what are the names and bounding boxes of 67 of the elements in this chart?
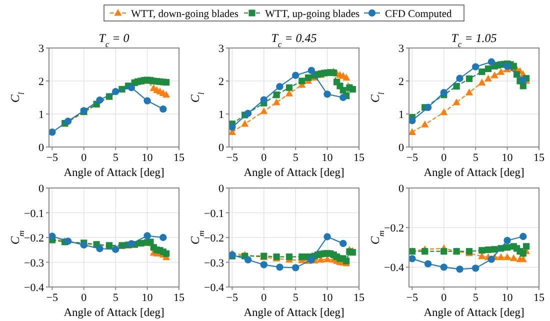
y-tick-label: 3 <box>38 43 44 55</box>
x-tick-label: 15 <box>534 152 545 164</box>
x-tick-label: 10 <box>502 152 514 164</box>
x-tick-label: 0 <box>261 292 268 304</box>
x-tick-label: −5 <box>226 292 239 304</box>
y-tick-label: 2 <box>38 76 44 88</box>
x-axis-title: Angle of Attack [deg] <box>244 167 344 179</box>
y-tick-label: 1 <box>218 109 224 121</box>
y-tick-label: −0.2 <box>24 232 44 244</box>
x-tick-label: 15 <box>354 292 365 304</box>
y-tick-label: 1 <box>38 109 44 121</box>
x-axis-title: Angle of Attack [deg] <box>424 307 524 319</box>
chart-title: T$_{c}$ = 0 <box>98 31 130 48</box>
x-tick-label: 15 <box>174 152 185 164</box>
x-axis-title: Angle of Attack [deg] <box>424 167 524 179</box>
x-tick-label: 5 <box>292 152 299 164</box>
y-tick-label: −0.2 <box>384 222 404 235</box>
x-tick-label: 5 <box>112 152 119 164</box>
x-tick-label: 10 <box>322 152 334 164</box>
x-tick-label: 0 <box>81 292 88 304</box>
y-tick-label: −0.1 <box>24 208 44 220</box>
y-tick-label: −0.4 <box>204 282 224 294</box>
x-tick-label: −5 <box>226 152 239 164</box>
x-tick-label: 5 <box>472 292 479 304</box>
y-tick-label: 0 <box>218 142 224 154</box>
y-tick-label: 2 <box>218 76 224 88</box>
y-tick-label: −0.2 <box>204 232 224 244</box>
x-tick-label: 10 <box>142 292 154 304</box>
y-tick-label: 3 <box>218 43 224 55</box>
x-tick-label: −5 <box>46 292 59 304</box>
x-tick-label: −5 <box>46 152 59 164</box>
legend-label: WTT, down-going blades <box>131 9 238 20</box>
legend-label: WTT, up-going blades <box>265 9 360 20</box>
x-tick-label: 0 <box>441 152 448 164</box>
y-tick-label: −0.4 <box>384 262 404 274</box>
x-axis-title: Angle of Attack [deg] <box>64 167 164 179</box>
legend-label: CFD Computed <box>385 9 453 20</box>
y-tick-label: 0 <box>398 183 404 195</box>
y-tick-label: −0.3 <box>24 257 44 270</box>
x-tick-label: 0 <box>81 152 88 164</box>
y-tick-label: 3 <box>398 43 404 55</box>
x-tick-label: 10 <box>142 152 154 164</box>
x-tick-label: −5 <box>406 292 419 304</box>
y-tick-label: −0.3 <box>204 257 224 270</box>
y-tick-label: −0.1 <box>204 208 224 220</box>
x-tick-label: −5 <box>406 152 419 164</box>
x-tick-label: 15 <box>534 292 545 304</box>
x-tick-label: 0 <box>261 152 268 164</box>
y-tick-label: 0 <box>218 183 224 195</box>
x-tick-label: 5 <box>112 292 119 304</box>
x-tick-label: 5 <box>292 292 299 304</box>
y-tick-label: 0 <box>38 142 44 154</box>
x-axis-title: Angle of Attack [deg] <box>244 307 344 319</box>
chart-title: T$_{c}$ = 0.45 <box>271 31 317 48</box>
x-tick-label: 15 <box>174 292 185 304</box>
y-tick-label: 2 <box>398 76 404 88</box>
y-tick-label: 0 <box>398 142 404 154</box>
y-tick-label: 0 <box>38 183 44 195</box>
y-tick-label: −0.4 <box>24 282 44 294</box>
x-tick-label: 5 <box>472 152 479 164</box>
chart-title: T$_{c}$ = 1.05 <box>451 31 497 48</box>
x-tick-label: 0 <box>441 292 448 304</box>
x-tick-label: 10 <box>502 292 514 304</box>
x-tick-label: 10 <box>322 292 334 304</box>
x-axis-title: Angle of Attack [deg] <box>64 307 164 319</box>
y-tick-label: 1 <box>398 109 404 121</box>
x-tick-label: 15 <box>354 152 365 164</box>
